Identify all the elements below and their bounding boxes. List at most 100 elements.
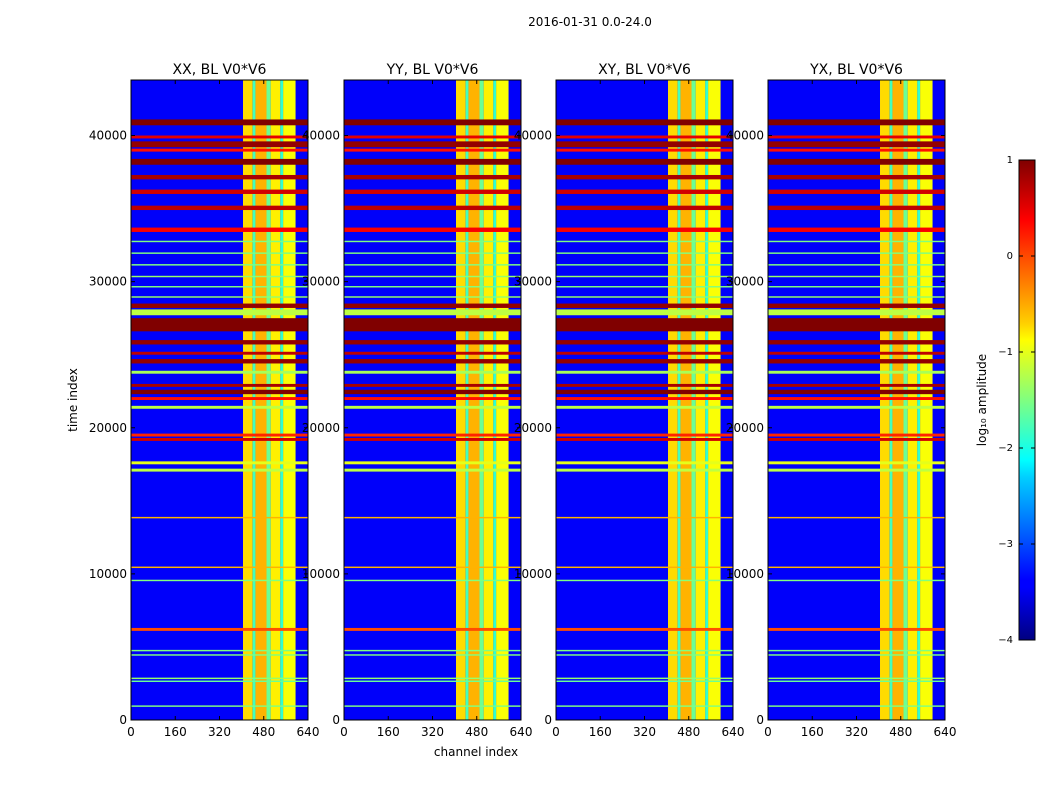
rfi-band — [131, 389, 308, 395]
rfi-band — [768, 389, 945, 395]
y-tick-label: 30000 — [514, 275, 552, 289]
x-tick-label: 320 — [633, 725, 656, 739]
colorbar-tick-label: −1 — [998, 347, 1013, 358]
rfi-band — [768, 240, 945, 243]
x-tick-label: 160 — [164, 725, 187, 739]
rfi-band — [556, 227, 733, 232]
colorbar: 1 0 −1 −2 −3 −4 log₁₀ amplitude — [975, 155, 1036, 646]
y-tick-label: 0 — [756, 713, 764, 727]
rfi-band — [768, 141, 945, 148]
x-tick-label: 640 — [934, 725, 957, 739]
rfi-band — [131, 309, 308, 316]
rfi-band — [556, 148, 733, 152]
rfi-band — [768, 158, 945, 165]
rfi-band — [344, 705, 521, 707]
rfi-band — [556, 579, 733, 582]
x-tick-label: 480 — [252, 725, 275, 739]
y-tick-label: 10000 — [514, 567, 552, 581]
panel-title: YX, BL V0*V6 — [809, 62, 903, 78]
rfi-band — [768, 252, 945, 254]
panel-yx: YX, BL V0*V6 0 160 320 480 640 0 10000 20000 3000… — [726, 62, 957, 739]
rfi-band — [768, 340, 945, 345]
x-tick-label: 0 — [764, 725, 772, 739]
rfi-band — [556, 296, 733, 298]
rfi-band — [344, 516, 521, 519]
x-tick-label: 0 — [340, 725, 348, 739]
rfi-band — [344, 227, 521, 232]
rfi-band — [556, 252, 733, 254]
rfi-band — [768, 351, 945, 355]
rfi-band — [556, 240, 733, 243]
rfi-band — [556, 566, 733, 569]
rfi-band — [131, 296, 308, 298]
rfi-band — [131, 135, 308, 139]
colorbar-tick-label: −3 — [998, 539, 1013, 550]
x-tick-label: 320 — [421, 725, 444, 739]
rfi-band — [768, 468, 945, 472]
rfi-band — [344, 275, 521, 278]
rfi-band — [344, 148, 521, 152]
rfi-band — [768, 205, 945, 211]
y-tick-label: 20000 — [89, 421, 127, 435]
rfi-band — [768, 705, 945, 707]
rfi-band — [556, 516, 733, 519]
x-tick-label: 320 — [208, 725, 231, 739]
rfi-band — [556, 174, 733, 180]
x-tick-label: 480 — [465, 725, 488, 739]
rfi-band — [344, 303, 521, 308]
rfi-band — [556, 397, 733, 400]
rfi-band — [556, 141, 733, 148]
rfi-band — [131, 148, 308, 152]
y-tick-label: 0 — [544, 713, 552, 727]
rfi-band — [556, 286, 733, 288]
rfi-band — [768, 579, 945, 582]
rfi-band — [131, 264, 308, 266]
x-tick-label: 160 — [801, 725, 824, 739]
rfi-band — [131, 275, 308, 278]
panel-yy: YY, BL V0*V6 0 160 320 480 640 0 10000 20000 3000… — [302, 62, 533, 739]
rfi-band — [131, 286, 308, 288]
rfi-band — [768, 359, 945, 364]
rfi-band — [131, 654, 308, 656]
y-tick-label: 40000 — [89, 129, 127, 143]
rfi-band — [556, 205, 733, 211]
rfi-band — [556, 351, 733, 355]
rfi-band — [556, 389, 733, 395]
rfi-band — [131, 627, 308, 631]
rfi-band — [344, 309, 521, 316]
y-tick-label: 20000 — [302, 421, 340, 435]
rfi-band — [344, 627, 521, 631]
rfi-band — [768, 286, 945, 288]
x-tick-label: 160 — [377, 725, 400, 739]
rfi-band — [556, 680, 733, 683]
y-tick-label: 10000 — [89, 567, 127, 581]
rfi-band — [131, 579, 308, 582]
y-tick-label: 40000 — [514, 129, 552, 143]
y-tick-label: 30000 — [302, 275, 340, 289]
figure-suptitle: 2016-01-31 0.0-24.0 — [528, 15, 652, 29]
rfi-band — [131, 227, 308, 232]
rfi-band — [556, 705, 733, 707]
rfi-band — [556, 461, 733, 465]
rfi-band — [131, 158, 308, 165]
rfi-band — [768, 461, 945, 465]
rfi-band — [556, 627, 733, 631]
rfi-band — [131, 340, 308, 345]
rfi-band — [131, 252, 308, 254]
rfi-band — [768, 397, 945, 400]
rfi-band — [131, 516, 308, 519]
rfi-band — [556, 359, 733, 364]
rfi-band — [556, 468, 733, 472]
y-tick-label: 40000 — [726, 129, 764, 143]
rfi-band — [344, 468, 521, 472]
rfi-band — [768, 135, 945, 139]
rfi-band — [131, 174, 308, 180]
rfi-band — [556, 383, 733, 387]
x-tick-label: 480 — [677, 725, 700, 739]
x-tick-label: 640 — [297, 725, 320, 739]
rfi-band — [556, 189, 733, 194]
rfi-band — [768, 264, 945, 266]
y-tick-label: 30000 — [726, 275, 764, 289]
rfi-band — [131, 677, 308, 680]
